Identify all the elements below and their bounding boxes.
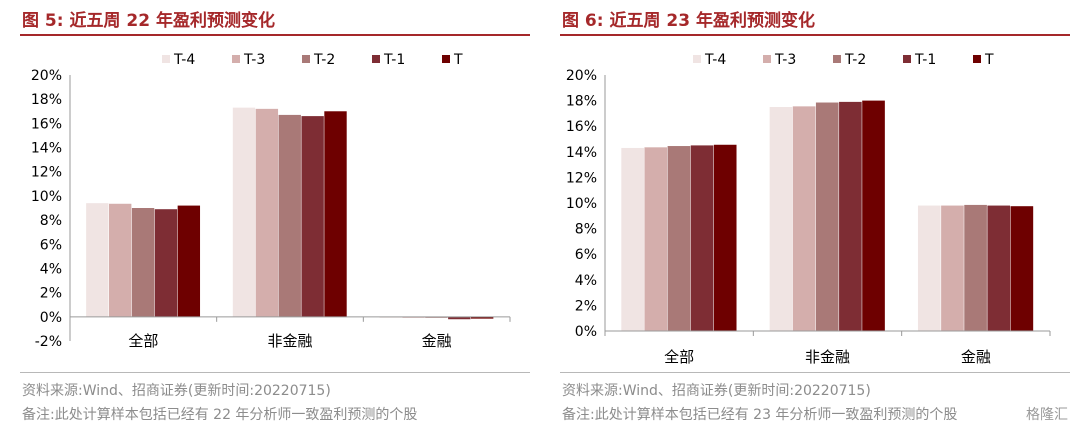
watermark: 格隆汇 <box>1022 404 1068 424</box>
legend-swatch <box>162 55 170 63</box>
bar <box>839 101 862 331</box>
legend-label: T <box>453 52 463 68</box>
legend-swatch <box>763 55 771 63</box>
legend-label: T-1 <box>383 52 405 68</box>
legend-label: T-2 <box>313 52 335 68</box>
bar <box>1010 206 1034 331</box>
bar <box>667 146 691 331</box>
source-note: 资料来源:Wind、招商证券(更新时间:20220715) <box>22 383 331 399</box>
bar <box>713 144 737 331</box>
bar <box>448 316 471 320</box>
bar <box>109 203 132 317</box>
y-tick-label: 6% <box>575 247 597 263</box>
legend-swatch <box>693 55 701 63</box>
category-label: 金融 <box>961 348 991 366</box>
legend-swatch <box>442 55 450 63</box>
category-label: 非金融 <box>805 348 850 366</box>
category-label: 非金融 <box>267 332 312 350</box>
y-tick-label: 20% <box>31 68 62 84</box>
legend-label: T-3 <box>774 52 796 68</box>
y-tick-label: 14% <box>566 145 597 161</box>
title-divider <box>20 34 530 36</box>
legend-label: T-1 <box>914 52 936 68</box>
remark-note: 备注:此处计算样本包括已经有 23 年分析师一致盈利预测的个股 <box>562 407 958 423</box>
bar <box>154 209 178 317</box>
chart-22-forecast: T-4 T-3 T-2 T-1 T -2% 0% 2% 4% 6% 8% 10% 12% 14% 16% 18… <box>31 52 511 350</box>
y-tick-label: 20% <box>566 68 597 84</box>
y-tick-label: 4% <box>40 261 62 277</box>
y-tick-label: 16% <box>566 119 597 135</box>
category-label: 全部 <box>128 332 158 350</box>
bar <box>255 108 279 317</box>
figure-5-panel: 图 5: 近五周 22 年盈利预测变化 T-4 T-3 T-2 T-1 T -2% 0% 2%… <box>20 6 530 423</box>
figure-number: 图 5: <box>22 11 64 31</box>
figure-number: 图 6: <box>562 11 604 31</box>
title-divider <box>560 34 1070 36</box>
y-tick-label: 2% <box>575 298 597 314</box>
bar <box>792 106 816 331</box>
bar <box>301 116 324 317</box>
y-tick-label: 18% <box>31 92 62 108</box>
legend-label: T-4 <box>173 52 195 68</box>
chart-23-forecast: T-4 T-3 T-2 T-1 T 0% 2% 4% 6% 8% 10% 12% 14% 16% 18% 20… <box>566 52 1051 366</box>
y-tick-label: 12% <box>31 165 62 181</box>
legend-swatch <box>372 55 380 63</box>
figure-caption: 近五周 22 年盈利预测变化 <box>69 11 275 31</box>
y-tick-label: 16% <box>31 116 62 132</box>
bar <box>232 107 256 317</box>
y-tick-label: 10% <box>31 189 62 205</box>
bar <box>278 114 301 317</box>
legend-label: T-2 <box>844 52 866 68</box>
y-tick-label: 12% <box>566 170 597 186</box>
y-tick-label: 6% <box>40 237 62 253</box>
legend-swatch <box>903 55 911 63</box>
bar <box>86 203 109 317</box>
figure-title: 图 6: 近五周 23 年盈利预测变化 <box>562 6 815 31</box>
legend-label: T-3 <box>243 52 265 68</box>
y-tick-label: 10% <box>566 196 597 212</box>
y-tick-label: -2% <box>35 334 62 350</box>
y-tick-label: 0% <box>40 310 62 326</box>
bar <box>815 102 839 331</box>
bar <box>644 147 668 331</box>
y-tick-label: 2% <box>40 286 62 302</box>
y-tick-label: 8% <box>575 222 597 238</box>
bar <box>941 205 964 331</box>
legend-swatch <box>973 55 981 63</box>
bar <box>131 208 155 317</box>
bar <box>862 100 885 331</box>
figure-caption: 近五周 23 年盈利预测变化 <box>609 11 815 31</box>
footer-divider <box>20 372 530 373</box>
y-tick-label: 18% <box>566 94 597 110</box>
figure-title: 图 5: 近五周 22 年盈利预测变化 <box>22 6 275 31</box>
legend-label: T <box>984 52 994 68</box>
y-tick-label: 8% <box>40 213 62 229</box>
remark-note: 备注:此处计算样本包括已经有 22 年分析师一致盈利预测的个股 <box>22 407 418 423</box>
category-label: 金融 <box>422 332 452 350</box>
legend-label: T-4 <box>704 52 726 68</box>
y-tick-label: 4% <box>575 273 597 289</box>
bar <box>324 111 347 317</box>
bar <box>621 147 644 331</box>
figure-6-panel: 图 6: 近五周 23 年盈利预测变化 T-4 T-3 T-2 T-1 T 0% 2% 4% 6… <box>540 0 1080 431</box>
y-tick-label: 0% <box>575 324 597 340</box>
bar <box>769 107 793 331</box>
bar <box>917 205 941 331</box>
bar <box>690 145 714 331</box>
legend-swatch <box>833 55 841 63</box>
legend-swatch <box>302 55 310 63</box>
category-label: 全部 <box>664 348 694 366</box>
bar <box>964 204 987 331</box>
legend-swatch <box>232 55 240 63</box>
bar <box>177 205 201 317</box>
source-note: 资料来源:Wind、招商证券(更新时间:20220715) <box>562 383 871 399</box>
footer-divider <box>560 372 1070 373</box>
bar <box>470 316 494 319</box>
y-tick-label: 14% <box>31 141 62 157</box>
bar <box>987 205 1011 331</box>
